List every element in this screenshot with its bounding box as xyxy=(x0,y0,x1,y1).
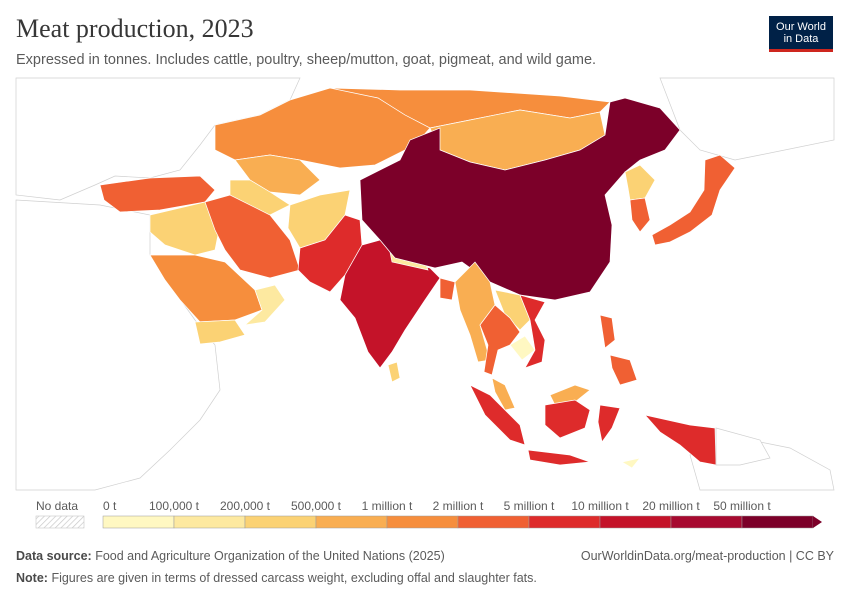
region-bangladesh[interactable] xyxy=(439,277,456,301)
legend-tick-label-5: 2 million t xyxy=(433,499,484,513)
region-myanmar[interactable] xyxy=(454,261,496,363)
region-oman[interactable] xyxy=(243,284,286,326)
legend-tick-label-9: 50 million t xyxy=(713,499,771,513)
region-indonesia[interactable] xyxy=(469,384,717,466)
chart-subtitle: Expressed in tonnes. Includes cattle, po… xyxy=(16,52,597,68)
region-philippines[interactable] xyxy=(599,314,638,386)
region-laos[interactable] xyxy=(494,289,531,331)
legend-tick-label-8: 20 million t xyxy=(642,499,700,513)
legend-no-data-label: No data xyxy=(36,499,78,513)
legend-bin-7[interactable] xyxy=(599,515,672,529)
legend-no-data-swatch xyxy=(35,515,85,529)
legend-bin-0[interactable] xyxy=(102,515,175,529)
legend-bin-9[interactable] xyxy=(741,515,814,529)
legend-bin-5[interactable] xyxy=(457,515,530,529)
region-timor[interactable] xyxy=(621,457,641,469)
region-yemen[interactable] xyxy=(194,319,246,345)
legend-tick-label-6: 5 million t xyxy=(504,499,555,513)
logo-line-2: in Data xyxy=(783,33,819,45)
legend-bin-3[interactable] xyxy=(315,515,388,529)
data-source-text: Food and Agriculture Organization of the… xyxy=(95,549,445,563)
region-iran[interactable] xyxy=(204,194,301,279)
region-north-korea[interactable] xyxy=(624,164,656,201)
region-saudi-arabia[interactable] xyxy=(149,254,263,323)
region-vietnam[interactable] xyxy=(519,294,546,369)
legend-bin-1[interactable] xyxy=(173,515,246,529)
legend-arrow-icon xyxy=(813,516,822,528)
source-url-link[interactable]: OurWorldinData.org/meat-production | CC … xyxy=(580,549,834,563)
legend-tick-label-0: 0 t xyxy=(103,499,117,513)
region-northeast-asia[interactable] xyxy=(659,77,835,161)
region-thailand[interactable] xyxy=(479,304,521,376)
legend-bin-4[interactable] xyxy=(386,515,459,529)
legend-bin-2[interactable] xyxy=(244,515,317,529)
legend-tick-label-3: 500,000 t xyxy=(291,499,342,513)
owid-logo[interactable]: Our World in Data xyxy=(769,16,833,52)
data-source-label: Data source: xyxy=(16,549,92,563)
region-south-korea[interactable] xyxy=(629,197,651,233)
legend-tick-label-4: 1 million t xyxy=(362,499,413,513)
legend-tick-label-1: 100,000 t xyxy=(149,499,200,513)
legend-tick-label-7: 10 million t xyxy=(571,499,629,513)
legend-bin-6[interactable] xyxy=(528,515,601,529)
region-sri-lanka[interactable] xyxy=(387,361,401,383)
data-source: Data source: Food and Agriculture Organi… xyxy=(16,549,445,563)
footnote: Note: Figures are given in terms of dres… xyxy=(16,571,537,585)
note-text: Figures are given in terms of dressed ca… xyxy=(51,571,537,585)
region-papua-new-guinea[interactable] xyxy=(715,427,771,466)
legend-bin-8[interactable] xyxy=(670,515,743,529)
logo-line-1: Our World xyxy=(776,21,826,33)
region-china[interactable] xyxy=(359,97,681,301)
legend-tick-label-2: 200,000 t xyxy=(220,499,271,513)
chart-title: Meat production, 2023 xyxy=(16,14,254,43)
region-japan[interactable] xyxy=(651,154,736,246)
note-label: Note: xyxy=(16,571,48,585)
legend: No data 0 t 100,000 t 200,000 t 500,000 t 1 … xyxy=(35,499,822,529)
